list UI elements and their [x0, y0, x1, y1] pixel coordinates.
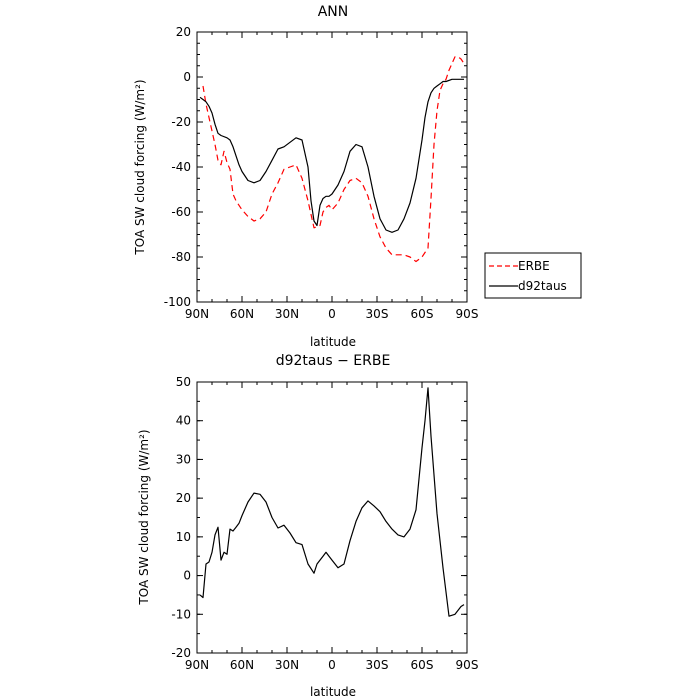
bot-y-tick-label: 10 [176, 530, 191, 544]
bottom-y-axis: 50 40 30 20 10 0 -10 -20 [171, 375, 467, 660]
top-series-group [199, 56, 465, 263]
legend-label-erbe: ERBE [518, 259, 550, 273]
top-x-tick-label: 30S [366, 307, 389, 321]
top-y-tick-label: -60 [171, 205, 191, 219]
top-y-axis-label: TOA SW cloud forcing (W/m²) [133, 79, 147, 255]
legend-label-d92taus: d92taus [518, 279, 567, 293]
top-y-tick-label: 20 [176, 25, 191, 39]
bot-y-tick-label: -10 [171, 607, 191, 621]
top-y-tick-label: -100 [164, 295, 191, 309]
bot-y-tick-label: 30 [176, 452, 191, 466]
bot-x-tick-label: 30N [275, 658, 299, 672]
top-x-tick-label: 60N [230, 307, 254, 321]
bottom-x-axis-label: latitude [310, 685, 356, 699]
bottom-x-axis: 90N 60N 30N 0 30S 60S 90S [185, 382, 479, 672]
bot-y-tick-label: 20 [176, 491, 191, 505]
bot-x-tick-label: 90N [185, 658, 209, 672]
bot-y-tick-label: 50 [176, 375, 191, 389]
bottom-series-group [199, 387, 465, 617]
top-series-line-d92taus [199, 78, 464, 233]
top-x-tick-label: 60S [411, 307, 434, 321]
bot-y-tick-label: 0 [183, 569, 191, 583]
bottom-chart-title: d92taus − ERBE [276, 353, 391, 369]
bot-x-tick-label: 0 [328, 658, 336, 672]
top-x-tick-label: 90N [185, 307, 209, 321]
top-chart-panel: ANN 90N 60N 30N 0 30S 60S 90S 20 0 -20 -40 -60 -80 -… [133, 4, 582, 349]
bot-x-tick-label: 60S [411, 658, 434, 672]
bot-series-line-d92taus-erbe [199, 387, 465, 617]
bot-x-tick-label: 30S [366, 658, 389, 672]
top-x-tick-label: 90S [456, 307, 479, 321]
top-chart-title: ANN [318, 4, 349, 20]
top-x-tick-label: 30N [275, 307, 299, 321]
bottom-plot-frame [196, 381, 468, 654]
top-y-tick-label: -80 [171, 250, 191, 264]
bottom-chart-panel: d92taus − ERBE 90N 60N 30N 0 30S 60S 90S 50 40 3… [137, 353, 478, 699]
bot-x-tick-label: 90S [456, 658, 479, 672]
top-y-tick-label: 0 [183, 70, 191, 84]
bot-y-tick-label: -20 [171, 646, 191, 660]
top-plot-frame [196, 31, 468, 303]
top-x-axis: 90N 60N 30N 0 30S 60S 90S [185, 32, 479, 321]
bottom-y-axis-label: TOA SW cloud forcing (W/m²) [137, 429, 151, 605]
top-x-axis-label: latitude [310, 335, 356, 349]
top-x-tick-label: 0 [328, 307, 336, 321]
top-y-tick-label: -20 [171, 115, 191, 129]
bot-x-tick-label: 60N [230, 658, 254, 672]
top-legend: ERBE d92taus [484, 252, 582, 299]
top-series-line-erbe [202, 56, 465, 263]
bot-y-tick-label: 40 [176, 414, 191, 428]
legend-box [484, 252, 582, 299]
top-y-axis: 20 0 -20 -40 -60 -80 -100 [164, 25, 467, 309]
top-y-tick-label: -40 [171, 160, 191, 174]
